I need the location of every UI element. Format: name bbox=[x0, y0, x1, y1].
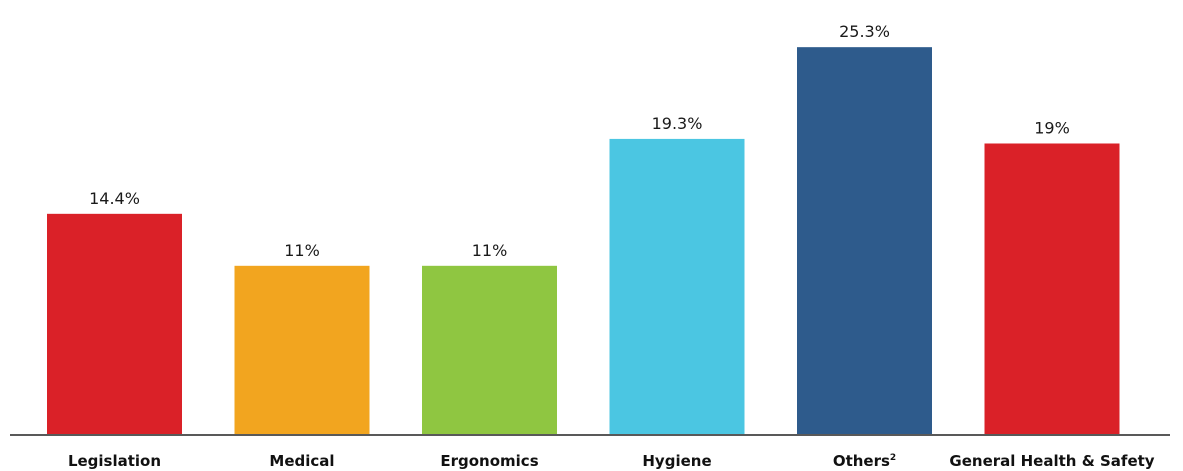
value-label: 14.4% bbox=[89, 189, 140, 208]
category-label: Hygiene bbox=[642, 452, 711, 470]
category-label: General Health & Safety bbox=[949, 452, 1154, 470]
bar-others bbox=[797, 47, 932, 435]
category-label: Others2 bbox=[833, 452, 896, 470]
bar-ergonomics bbox=[422, 265, 557, 434]
value-label: 19.3% bbox=[652, 114, 703, 133]
bar-general-health-safety bbox=[984, 143, 1120, 435]
value-labels-group: 14.4% 11% 11% 19.3% 25.3% 19% bbox=[89, 22, 1070, 260]
bar-legislation bbox=[47, 213, 182, 434]
bars-group bbox=[47, 47, 1120, 435]
footnote-marker: 2 bbox=[890, 453, 896, 463]
value-label: 11% bbox=[284, 241, 320, 260]
value-label: 11% bbox=[472, 241, 508, 260]
bar-medical bbox=[234, 265, 370, 434]
value-label: 25.3% bbox=[839, 22, 890, 41]
category-label: Legislation bbox=[68, 452, 161, 470]
value-label: 19% bbox=[1034, 118, 1070, 137]
category-label: Ergonomics bbox=[440, 452, 538, 470]
category-label: Medical bbox=[269, 452, 334, 470]
bar-hygiene bbox=[609, 138, 745, 434]
category-labels-group: Legislation Medical Ergonomics Hygiene Other… bbox=[68, 452, 1155, 470]
